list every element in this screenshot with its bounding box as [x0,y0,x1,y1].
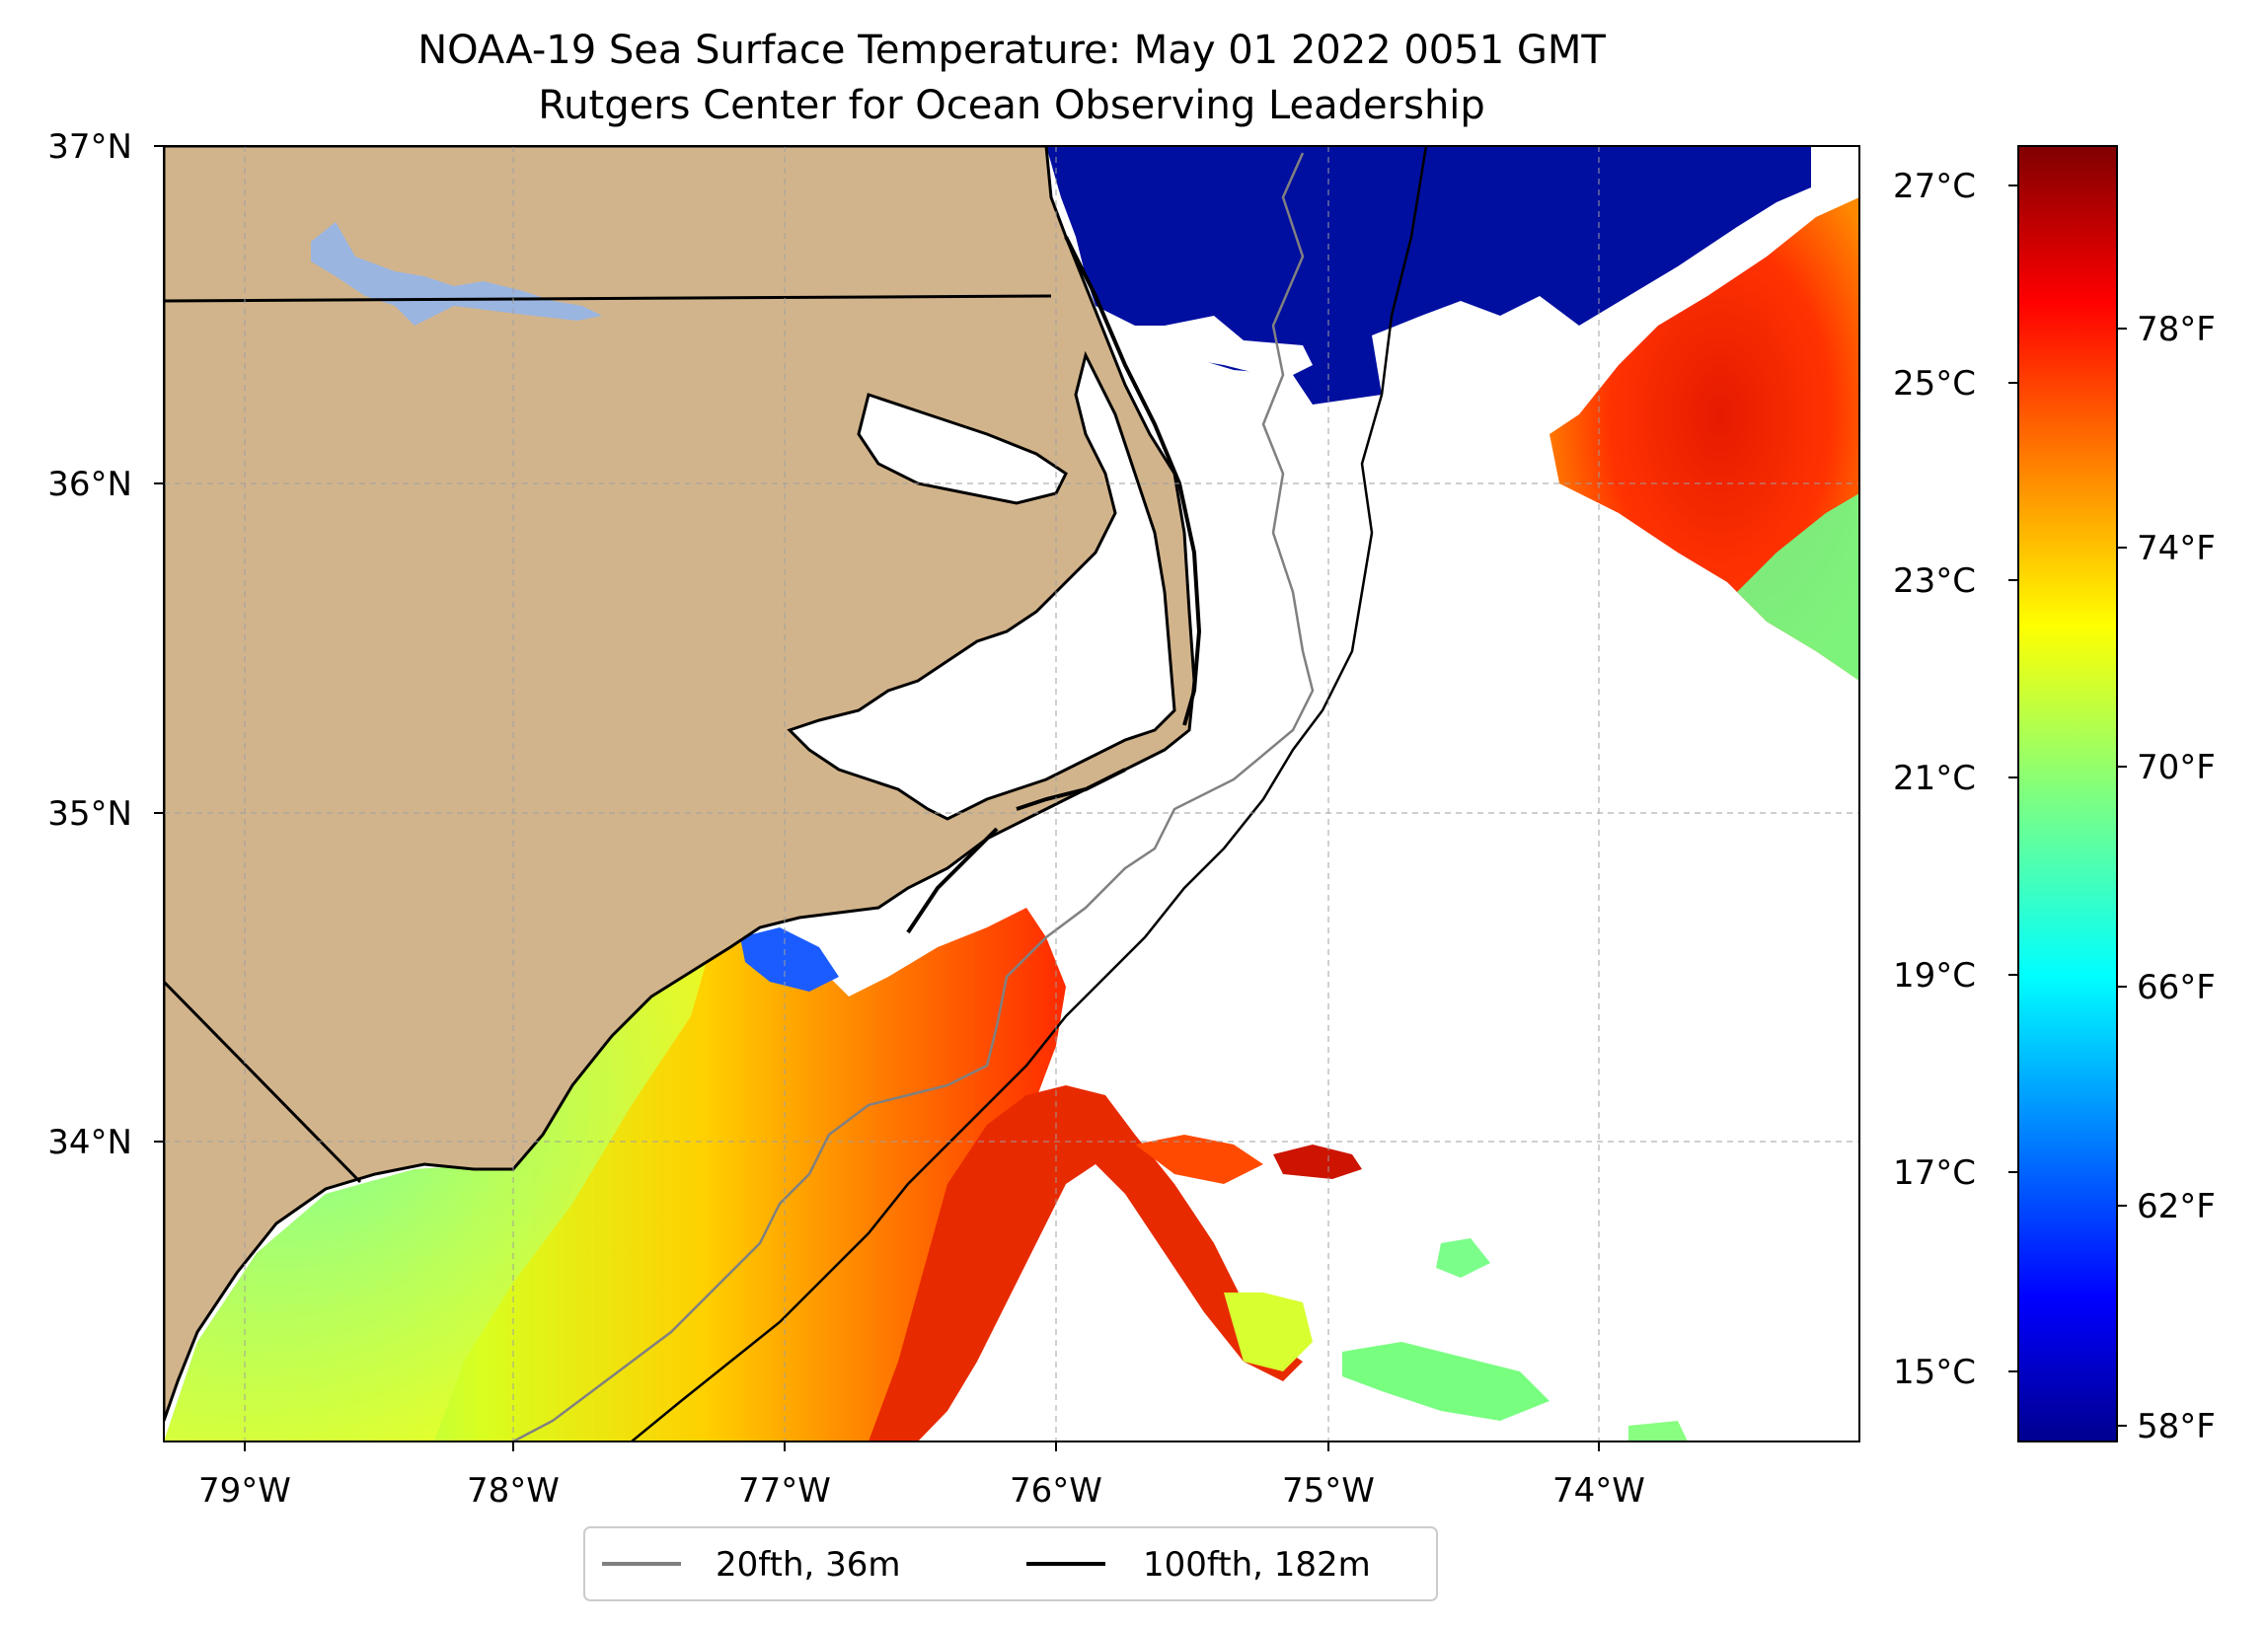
colorbar-fahrenheit-label: 74°F [2137,529,2216,568]
lon-tick-label: 75°W [1282,1471,1375,1511]
sst-green-northeast [1737,493,1859,681]
colorbar-gradient [2017,145,2118,1442]
sst-warm-tongue-1 [869,1085,1303,1441]
colorbar-celsius-label: 19°C [1893,956,1976,996]
state-border-nc-sc [164,980,362,1184]
lat-tick-label: 34°N [47,1123,132,1162]
sst-warm-spot [1273,1145,1362,1179]
colorbar-celsius-label: 15°C [1893,1353,1976,1392]
colorbar-fahrenheit-label: 58°F [2137,1407,2216,1446]
legend-label-100fth: 100fth, 182m [1143,1545,1371,1585]
isobath-100fth [631,146,1428,1441]
lat-axis: 37°N 36°N 35°N 34°N [47,127,164,1162]
sst-yellow-patch [1224,1293,1313,1371]
colorbar-celsius-axis: 27°C 25°C 23°C 21°C 19°C 17°C 15°C [1893,167,2018,1392]
sst-green-patch-se-2 [1436,1238,1490,1278]
lat-tick-label: 35°N [47,794,132,834]
legend-label-20fth: 20fth, 36m [716,1545,901,1585]
lat-tick-label: 37°N [47,127,132,167]
gridlines [164,146,1859,1441]
sst-warm-tongue-2 [1135,1135,1263,1184]
lon-axis: 79°W 78°W 77°W 76°W 75°W 74°W [198,1441,1645,1511]
sst-cold-north-hole [1105,316,1313,380]
title-line-2: Rutgers Center for Ocean Observing Leade… [538,83,1485,128]
legend: 20fth, 36m 100fth, 182m [583,1526,1438,1601]
colorbar-celsius-label: 27°C [1893,167,1976,206]
colorbar-fahrenheit-label: 66°F [2137,968,2216,1007]
colorbar-celsius-label: 23°C [1893,561,1976,601]
sst-blue-patch-inlet [740,927,839,992]
lat-tick-label: 36°N [47,465,132,504]
colorbar-fahrenheit-label: 78°F [2137,310,2216,349]
sst-green-patch-se-3 [1628,1421,1688,1441]
colorbar-celsius-label: 25°C [1893,364,1976,404]
colorbar-celsius-label: 21°C [1893,759,1976,798]
colorbar-fahrenheit-label: 70°F [2137,748,2216,787]
lon-tick-label: 79°W [198,1471,291,1511]
albemarle-sound [857,393,1068,505]
map-panel [164,146,1859,1441]
legend-box [583,1526,1438,1601]
colorbar-celsius-label: 17°C [1893,1153,1976,1193]
map-frame [163,145,1860,1442]
lon-tick-label: 76°W [1010,1471,1102,1511]
title-line-1: NOAA-19 Sea Surface Temperature: May 01 … [417,28,1606,73]
pamlico-sound [787,350,1176,821]
colorbar: 27°C 25°C 23°C 21°C 19°C 17°C 15°C 78°F … [1893,145,2216,1446]
sst-green-patch-se-1 [1342,1342,1550,1421]
isobath-20fth [512,152,1315,1441]
lon-tick-label: 77°W [738,1471,831,1511]
southern-barrier-islands [906,768,1126,934]
colorbar-fahrenheit-axis: 78°F 74°F 70°F 66°F 62°F 58°F [2117,310,2216,1446]
state-border-va-nc [164,294,1052,303]
colorbar-fahrenheit-label: 62°F [2137,1187,2216,1226]
lon-tick-label: 74°W [1552,1471,1645,1511]
lon-tick-label: 78°W [467,1471,560,1511]
